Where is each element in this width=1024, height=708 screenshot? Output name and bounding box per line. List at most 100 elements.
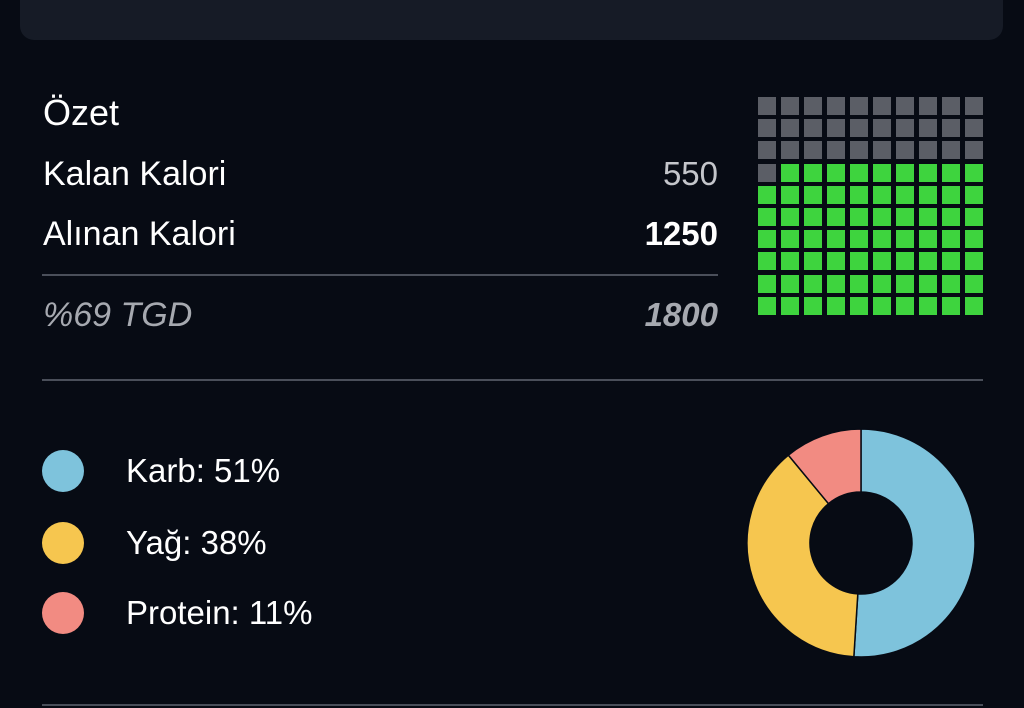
waffle-cell-filled <box>804 163 822 182</box>
fat-color-dot <box>42 522 84 564</box>
waffle-cell-filled <box>942 296 960 315</box>
carb-color-dot <box>42 450 84 492</box>
waffle-cell-empty <box>919 119 937 138</box>
waffle-cell-empty <box>942 119 960 138</box>
donut-slice-carb <box>853 428 976 658</box>
waffle-cell-filled <box>827 185 845 204</box>
waffle-cell-filled <box>850 207 868 226</box>
waffle-cell-filled <box>781 274 799 293</box>
waffle-cell-empty <box>919 97 937 115</box>
waffle-cell-filled <box>965 252 983 271</box>
donut-slice-fat <box>746 454 859 658</box>
waffle-cell-filled <box>781 185 799 204</box>
waffle-cell-empty <box>758 97 776 115</box>
waffle-cell-filled <box>873 274 891 293</box>
legend-item-carb: Karb: 51% <box>42 449 280 493</box>
consumed-calories-label: Alınan Kalori <box>43 214 236 253</box>
waffle-cell-filled <box>965 207 983 226</box>
waffle-cell-filled <box>965 163 983 182</box>
waffle-cell-empty <box>804 97 822 115</box>
top-card <box>20 0 1003 40</box>
daily-percent-label: %69 TGD <box>43 295 193 334</box>
waffle-cell-empty <box>942 141 960 160</box>
waffle-cell-filled <box>850 274 868 293</box>
waffle-cell-empty <box>919 141 937 160</box>
waffle-cell-filled <box>919 252 937 271</box>
waffle-cell-filled <box>804 230 822 249</box>
protein-label: Protein: 11% <box>126 594 313 631</box>
waffle-cell-filled <box>919 207 937 226</box>
waffle-cell-filled <box>758 207 776 226</box>
macro-donut-chart <box>746 428 976 658</box>
waffle-cell-filled <box>781 207 799 226</box>
waffle-cell-empty <box>781 119 799 138</box>
waffle-cell-filled <box>827 163 845 182</box>
waffle-cell-filled <box>919 274 937 293</box>
waffle-cell-empty <box>827 119 845 138</box>
waffle-cell-empty <box>965 119 983 138</box>
waffle-cell-filled <box>827 274 845 293</box>
waffle-cell-filled <box>942 274 960 293</box>
waffle-cell-filled <box>896 163 914 182</box>
waffle-cell-filled <box>942 207 960 226</box>
waffle-cell-empty <box>850 141 868 160</box>
waffle-cell-empty <box>781 97 799 115</box>
waffle-cell-filled <box>873 252 891 271</box>
protein-color-dot <box>42 592 84 634</box>
waffle-cell-filled <box>919 185 937 204</box>
waffle-cell-empty <box>758 141 776 160</box>
consumed-calories-value: 1250 <box>644 215 718 252</box>
waffle-cell-filled <box>827 207 845 226</box>
consumed-calories-row: Alınan Kalori 1250 <box>43 212 718 256</box>
waffle-cell-filled <box>942 230 960 249</box>
waffle-cell-filled <box>781 230 799 249</box>
waffle-cell-filled <box>896 252 914 271</box>
waffle-cell-filled <box>804 274 822 293</box>
waffle-cell-filled <box>965 274 983 293</box>
waffle-cell-filled <box>896 230 914 249</box>
waffle-cell-empty <box>873 97 891 115</box>
waffle-cell-filled <box>804 252 822 271</box>
waffle-cell-empty <box>781 141 799 160</box>
donut-slice-protein <box>787 428 862 505</box>
waffle-cell-filled <box>804 296 822 315</box>
waffle-cell-empty <box>896 119 914 138</box>
waffle-cell-empty <box>758 163 776 182</box>
waffle-cell-filled <box>942 252 960 271</box>
waffle-cell-empty <box>804 141 822 160</box>
waffle-cell-empty <box>827 141 845 160</box>
waffle-cell-filled <box>965 185 983 204</box>
waffle-cell-filled <box>758 274 776 293</box>
waffle-cell-filled <box>896 274 914 293</box>
remaining-calories-label: Kalan Kalori <box>43 154 227 193</box>
waffle-cell-empty <box>896 141 914 160</box>
waffle-cell-filled <box>896 207 914 226</box>
waffle-cell-empty <box>965 97 983 115</box>
summary-title: Özet <box>43 92 120 133</box>
waffle-cell-filled <box>850 163 868 182</box>
remaining-calories-value: 550 <box>662 155 718 192</box>
waffle-cell-empty <box>827 97 845 115</box>
carb-label: Karb: 51% <box>126 452 281 489</box>
waffle-cell-filled <box>781 296 799 315</box>
waffle-cell-filled <box>896 296 914 315</box>
waffle-cell-empty <box>758 119 776 138</box>
waffle-cell-filled <box>758 296 776 315</box>
waffle-cell-filled <box>850 296 868 315</box>
waffle-cell-filled <box>804 207 822 226</box>
waffle-cell-filled <box>873 230 891 249</box>
summary-divider <box>42 274 718 276</box>
waffle-cell-filled <box>804 185 822 204</box>
waffle-cell-filled <box>919 230 937 249</box>
waffle-cell-filled <box>827 296 845 315</box>
waffle-cell-filled <box>758 230 776 249</box>
waffle-cell-filled <box>965 230 983 249</box>
waffle-cell-empty <box>850 119 868 138</box>
target-calories-value: 1800 <box>644 296 718 333</box>
waffle-cell-empty <box>896 97 914 115</box>
waffle-cell-empty <box>873 119 891 138</box>
calorie-waffle-chart <box>758 97 983 315</box>
waffle-cell-filled <box>942 185 960 204</box>
waffle-cell-filled <box>896 185 914 204</box>
